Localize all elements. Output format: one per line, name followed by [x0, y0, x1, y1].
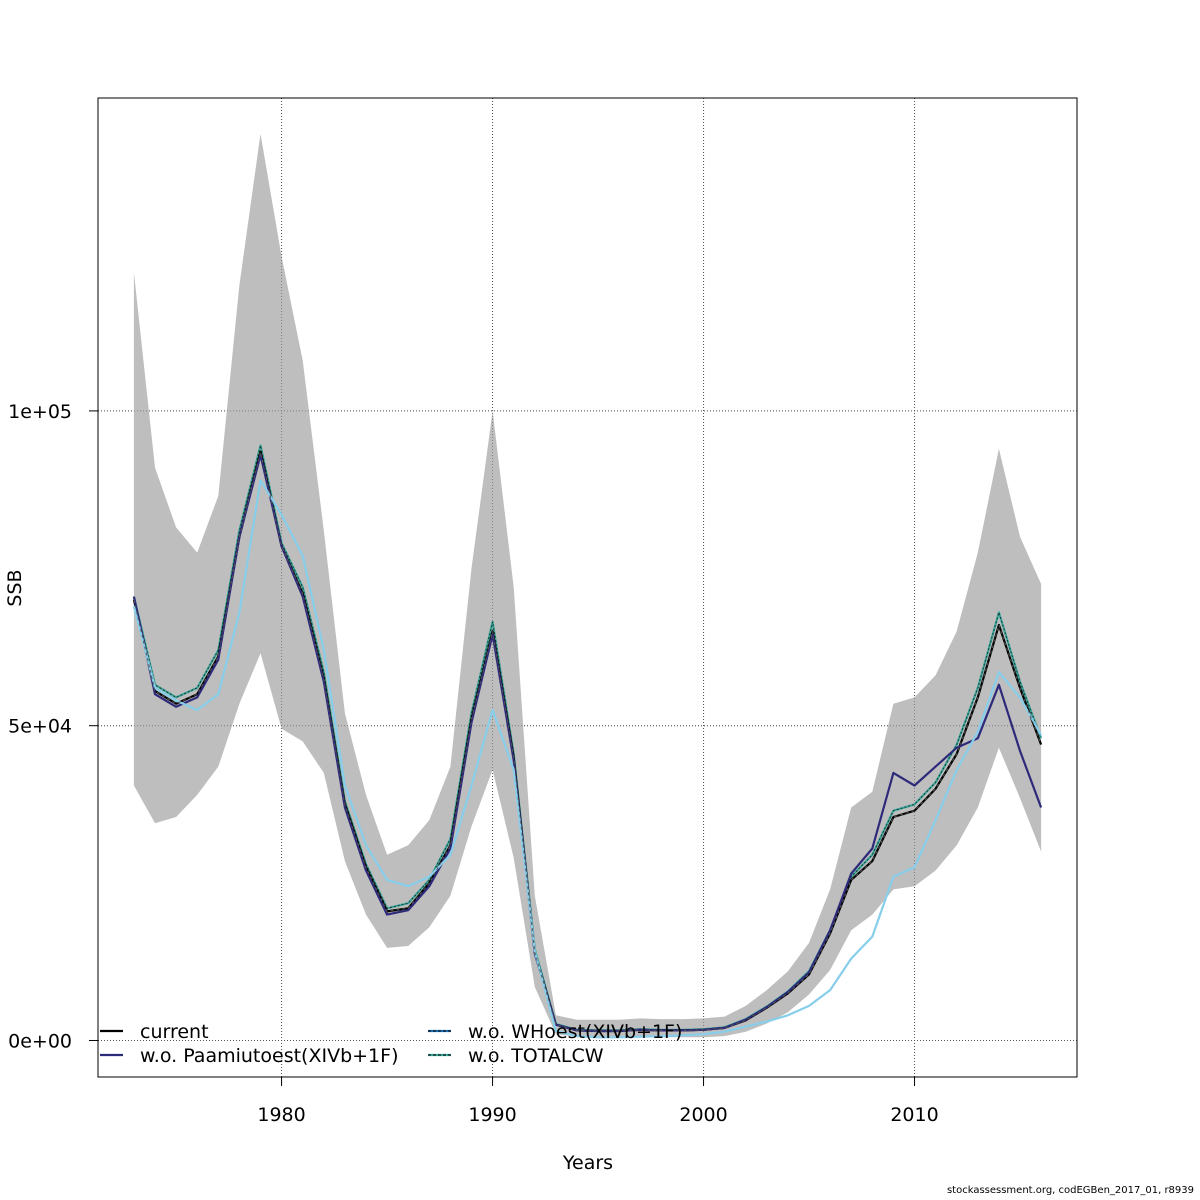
series-line-0-dash — [133, 451, 1042, 1032]
footer-credit: stockassessment.org, codEGBen_2017_01, r… — [946, 1185, 1194, 1196]
y-tick-label: 1e+05 — [8, 401, 72, 423]
grid-overlay — [98, 98, 1077, 1077]
legend-label: w.o. WHoest(XIVb+1F) — [468, 1021, 682, 1043]
legend-label: w.o. TOTALCW — [468, 1045, 604, 1067]
y-axis: 0e+00 5e+04 1e+05 — [8, 401, 98, 1052]
y-tick-label: 5e+04 — [8, 716, 72, 738]
x-tick-label: 1980 — [257, 1104, 305, 1126]
legend-label: w.o. Paamiutoest(XIVb+1F) — [140, 1045, 398, 1067]
y-tick-label: 0e+00 — [8, 1030, 72, 1052]
x-tick-label: 2010 — [890, 1104, 938, 1126]
x-tick-label: 1990 — [468, 1104, 516, 1126]
y-axis-label: SSB — [4, 569, 26, 606]
x-axis: 1980 1990 2000 2010 — [257, 1077, 939, 1126]
confidence-band — [133, 133, 1042, 1038]
series-lines — [132, 444, 1043, 1039]
series-line-2 — [132, 479, 1043, 1039]
legend-label: current — [140, 1021, 209, 1043]
x-tick-label: 2000 — [679, 1104, 727, 1126]
x-axis-label: Years — [562, 1152, 613, 1174]
plot-frame — [97, 97, 1078, 1078]
